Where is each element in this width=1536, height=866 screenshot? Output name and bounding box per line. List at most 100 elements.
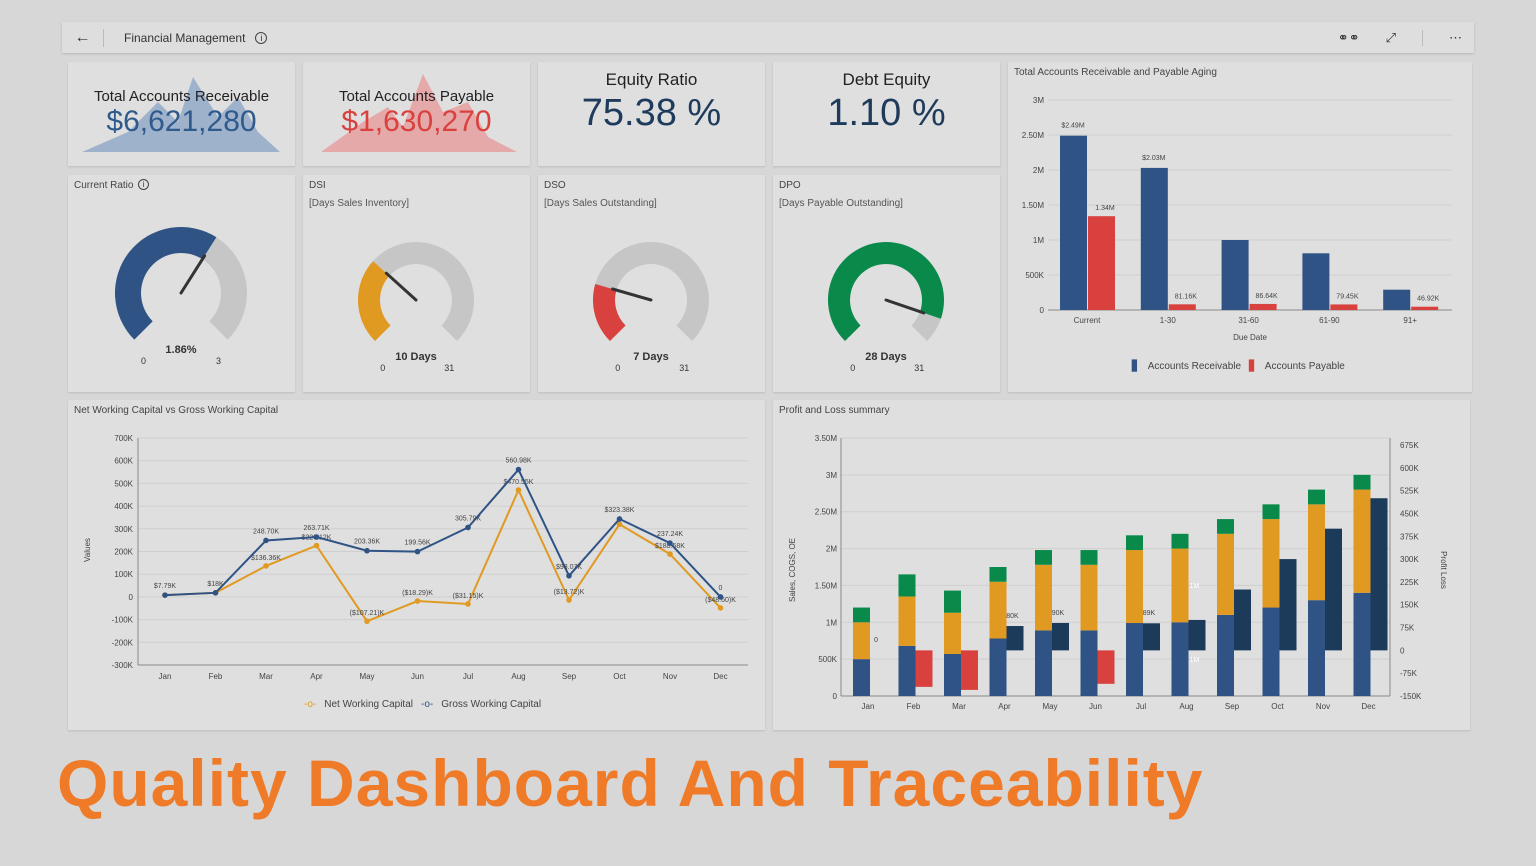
- gauge-max: 31: [679, 363, 689, 373]
- expand-icon[interactable]: ⤢: [1385, 29, 1396, 45]
- y-tick-label: -100K: [112, 616, 134, 625]
- stacked-bar: [944, 590, 961, 613]
- data-label: $2.49M: [1061, 123, 1085, 130]
- x-tick-label: Mar: [259, 672, 273, 681]
- y-tick-label: 3M: [1033, 96, 1044, 105]
- gauge: 10 Days 0 31: [358, 242, 474, 373]
- working-capital-card: Net Working Capital vs Gross Working Cap…: [68, 400, 765, 730]
- profit-loss-bar: [1097, 650, 1115, 684]
- y2-tick-label: 675K: [1400, 441, 1419, 450]
- x-tick-label: Jul: [463, 672, 473, 681]
- stacked-bar: [1171, 622, 1189, 696]
- y-tick-label: -300K: [112, 661, 134, 670]
- y-tick-label: -200K: [112, 638, 134, 647]
- legend-item[interactable]: Gross Working Capital: [441, 699, 542, 710]
- back-button[interactable]: ←: [62, 28, 104, 47]
- gauge-needle: [611, 287, 653, 302]
- y-tick-label: 1.50M: [1022, 201, 1045, 210]
- y-tick-label: 2.50M: [815, 508, 838, 517]
- data-label: 199.56K: [404, 540, 430, 547]
- stacked-bar: [1126, 550, 1143, 624]
- legend-item[interactable]: Net Working Capital: [324, 699, 413, 710]
- bar: [1060, 135, 1087, 310]
- y-tick-label: 300K: [114, 525, 133, 534]
- data-label: 46.92K: [1417, 296, 1440, 303]
- gauge-card-dso: 7 Days 0 31 DSO [Days Sales Outstanding]: [538, 175, 765, 392]
- gauge: 1.86% 0 3: [114, 227, 247, 366]
- stacked-bar: [1126, 535, 1143, 551]
- data-label: 80K: [1006, 613, 1019, 620]
- bar: [1383, 289, 1411, 310]
- x-tick-label: Dec: [713, 672, 727, 681]
- gauge-title: Current Ratio: [74, 180, 134, 191]
- y-tick-label: 1M: [826, 618, 837, 627]
- data-point: [364, 618, 370, 625]
- y-tick-label: 200K: [114, 548, 133, 557]
- gauge-fill: [358, 261, 391, 342]
- x-tick-label: 31-60: [1238, 316, 1259, 325]
- info-icon[interactable]: i: [138, 179, 149, 190]
- gauge-title: DSO: [544, 180, 566, 191]
- stacked-bar: [1353, 592, 1371, 696]
- y2-tick-label: 450K: [1400, 509, 1419, 518]
- kpi-label: Total Accounts Payable: [338, 88, 495, 105]
- data-label: ($31.15)K: [453, 593, 484, 600]
- data-label: 1.34M: [1095, 205, 1115, 212]
- gauge-track: [358, 242, 474, 342]
- stacked-bar: [1126, 623, 1143, 696]
- gauge-subtitle: [Days Sales Outstanding]: [544, 198, 657, 209]
- data-label: $18K: [207, 581, 224, 588]
- glasses-icon[interactable]: ⚭⚭: [1337, 29, 1360, 45]
- gauge-fill: [114, 227, 217, 340]
- bar: [1168, 304, 1196, 310]
- data-point: [667, 540, 673, 546]
- gauge-min: 0: [380, 363, 385, 373]
- y2-tick-label: 225K: [1400, 578, 1419, 587]
- profit-loss-bar: [1325, 528, 1342, 651]
- kpi-value: $6,621,280: [106, 105, 257, 138]
- gauge-card-dsi: 10 Days 0 31 DSI [Days Sales Inventory]: [303, 175, 530, 392]
- y-tick-label: 2M: [1033, 166, 1044, 175]
- data-point: [414, 598, 421, 604]
- gauge-min: 0: [141, 356, 146, 366]
- data-label: 89K: [1143, 610, 1156, 617]
- info-icon[interactable]: i: [255, 31, 268, 44]
- kpi-label: Debt Equity: [842, 70, 931, 89]
- data-label: 248.70K: [253, 528, 279, 535]
- y-tick-label: 400K: [114, 502, 133, 511]
- x-tick-label: Jun: [411, 672, 424, 681]
- kpi-accounts-receivable: Total Accounts Receivable $6,621,280: [68, 62, 295, 166]
- x-tick-label: Jan: [159, 672, 172, 681]
- y-tick-label: 700K: [114, 434, 133, 443]
- stacked-bar: [1308, 504, 1325, 601]
- profit-loss-bar: [1006, 626, 1024, 651]
- kpi-accounts-payable: Total Accounts Payable $1,630,270: [303, 62, 530, 166]
- legend-item[interactable]: Accounts Receivable: [1147, 361, 1242, 372]
- stacked-bar: [944, 612, 961, 654]
- y2-tick-label: 300K: [1400, 555, 1419, 564]
- y-tick-label: 2.50M: [1022, 131, 1045, 140]
- gauge-min: 0: [615, 363, 620, 373]
- stacked-bar: [853, 659, 870, 696]
- kpi-equity-ratio: Equity Ratio 75.38 %: [538, 62, 765, 166]
- data-label: $470.55K: [504, 479, 534, 486]
- y2-tick-label: 0: [1400, 646, 1405, 655]
- more-icon[interactable]: ⋯: [1449, 29, 1462, 45]
- data-label: 263.71K: [303, 525, 329, 532]
- x-tick-label: Nov: [663, 672, 677, 681]
- data-point: [717, 594, 724, 600]
- data-label: 237.24K: [657, 531, 683, 538]
- data-point: [364, 547, 370, 554]
- gauge-value: 7 Days: [633, 351, 668, 363]
- gauge-min: 0: [850, 363, 855, 373]
- aging-bar-chart: 0 500K 1M 1.50M 2M 2.50M 3M $2.49M 1.34M Current $…: [1022, 96, 1452, 342]
- profit-loss-bar: [1188, 619, 1206, 651]
- chart-title: Total Accounts Receivable and Payable Ag…: [1014, 67, 1217, 78]
- bar: [1088, 216, 1115, 310]
- stacked-bar: [1080, 630, 1098, 696]
- y-tick-label: 0: [1040, 306, 1045, 315]
- data-point: [566, 597, 572, 603]
- legend-item[interactable]: Accounts Payable: [1264, 361, 1345, 372]
- gauge-max: 31: [914, 363, 924, 373]
- stacked-bar: [1171, 548, 1189, 623]
